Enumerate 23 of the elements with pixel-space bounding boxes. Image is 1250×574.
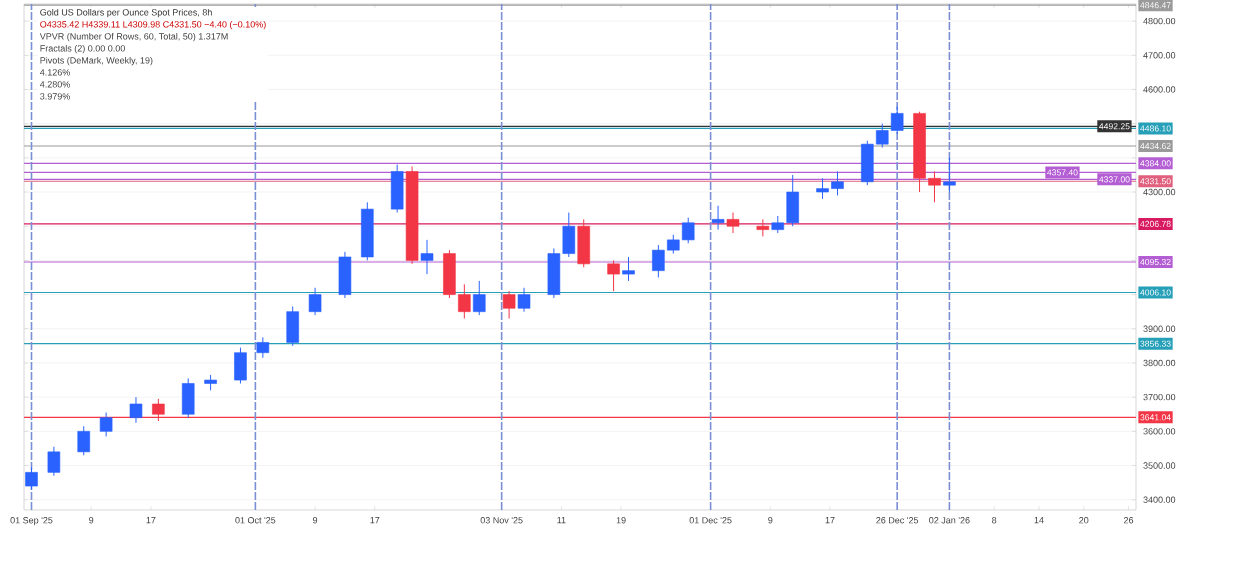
candlestick	[25, 466, 38, 490]
candlestick	[47, 446, 61, 477]
candlestick	[286, 306, 299, 347]
candlestick	[77, 425, 91, 456]
candlestick	[577, 218, 591, 268]
candlestick	[517, 287, 531, 313]
candlestick	[472, 280, 486, 316]
candlestick	[99, 412, 113, 437]
candlestick	[390, 164, 404, 214]
candlestick	[622, 256, 635, 282]
candlestick	[361, 201, 374, 261]
candlestick	[234, 347, 247, 384]
candlestick	[129, 396, 143, 424]
candlestick	[256, 336, 270, 359]
candlestick	[943, 157, 956, 193]
candlestick	[338, 251, 352, 299]
candlestick	[308, 287, 322, 316]
candlestick	[420, 239, 434, 275]
candlestick	[726, 212, 740, 234]
candlestick	[711, 205, 725, 231]
candlestick	[181, 377, 195, 419]
candlestick	[502, 290, 516, 320]
candlestick	[607, 259, 620, 292]
